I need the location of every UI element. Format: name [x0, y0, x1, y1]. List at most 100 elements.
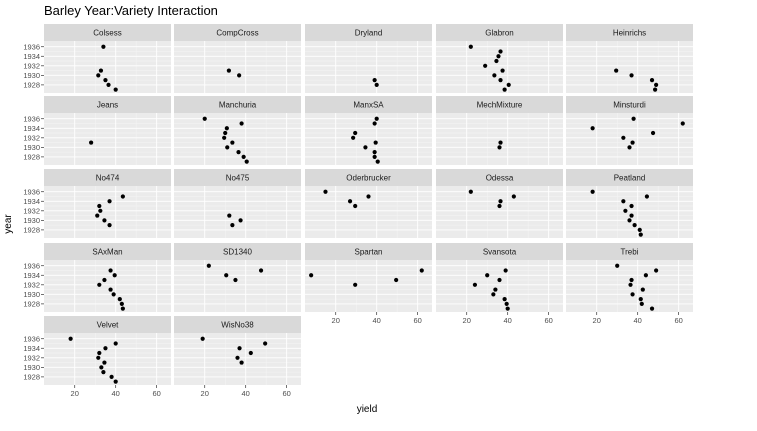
facet-panel: Spartan 20 40 60	[305, 243, 432, 325]
y-tick-label: 1928	[23, 299, 40, 308]
facet-strip	[305, 96, 432, 113]
y-tick-label: 1932	[23, 206, 40, 215]
data-point	[638, 297, 643, 302]
data-point	[650, 130, 656, 136]
x-tick-label: 60	[674, 316, 682, 325]
y-tick-label: 1934	[23, 124, 40, 133]
y-tick-label: 1932	[23, 353, 40, 362]
facet-strip-label: Oderbrucker	[346, 174, 391, 183]
data-point	[621, 199, 626, 204]
data-point	[224, 126, 229, 131]
y-tick-label: 1930	[23, 71, 40, 80]
data-point	[637, 227, 642, 232]
facet-panel: Peatland	[566, 169, 693, 238]
data-point	[224, 273, 229, 278]
panel-background	[305, 41, 432, 93]
facet-strip	[305, 243, 432, 260]
data-point	[237, 346, 242, 351]
data-point	[347, 199, 353, 204]
panel-background	[436, 113, 563, 165]
panel-background	[566, 41, 693, 93]
data-point	[103, 346, 108, 351]
data-point	[621, 135, 626, 140]
data-point	[120, 306, 125, 311]
facet-strip	[566, 169, 693, 186]
facet-strip-label: No474	[96, 174, 120, 183]
data-point	[468, 189, 473, 194]
y-tick-label: 1928	[23, 372, 40, 381]
data-point	[96, 73, 101, 78]
facet-panel: No475	[174, 169, 301, 238]
data-point	[629, 73, 634, 78]
data-point	[615, 263, 620, 268]
panel-background	[44, 113, 171, 165]
data-point	[101, 44, 106, 49]
facet-panel: Odessa	[436, 169, 563, 238]
data-point	[95, 213, 100, 218]
y-tick-label: 1934	[23, 271, 40, 280]
facet-strip	[436, 169, 563, 186]
facet-panel: Heinrichs	[566, 24, 693, 93]
panel-background	[566, 113, 693, 165]
data-point	[506, 82, 511, 87]
facet-panel: Trebi 20 40 60	[566, 243, 693, 325]
panel-background	[436, 186, 563, 238]
data-point	[629, 277, 634, 283]
data-point	[485, 273, 490, 278]
data-point	[113, 341, 118, 346]
facet-strip	[44, 24, 171, 41]
data-point	[497, 145, 502, 150]
x-tick-label: 40	[504, 316, 512, 325]
y-tick-label: 1936	[23, 261, 40, 270]
data-point	[235, 355, 240, 360]
data-point	[366, 194, 371, 199]
data-point	[627, 218, 632, 223]
facet-strip	[174, 96, 301, 113]
facet-strip	[566, 243, 693, 260]
x-tick-label: 20	[71, 389, 79, 398]
data-point	[649, 306, 655, 311]
data-point	[89, 140, 94, 145]
x-tick-label: 60	[152, 389, 160, 398]
facet-strip	[436, 243, 563, 260]
facet-strip-label: No475	[226, 174, 250, 183]
y-tick-label: 1930	[23, 216, 40, 225]
chart-title: Barley Year:Variety Interaction	[44, 3, 218, 18]
data-point	[419, 268, 424, 273]
data-point	[241, 154, 246, 159]
y-tick-label: 1936	[23, 42, 40, 51]
facet-strip	[566, 96, 693, 113]
data-point	[394, 277, 399, 283]
data-point	[239, 360, 244, 365]
y-tick-label: 1936	[23, 334, 40, 343]
facet-strip-label: Spartan	[354, 248, 382, 257]
panel-background	[174, 186, 301, 238]
data-point	[494, 58, 499, 64]
data-point	[353, 282, 358, 287]
data-point	[628, 282, 633, 287]
data-point	[492, 73, 497, 78]
data-point	[109, 374, 114, 379]
panel-background	[44, 333, 171, 385]
facet-strip-label: Odessa	[486, 174, 514, 183]
data-point	[225, 145, 230, 150]
data-point	[206, 263, 211, 268]
data-point	[614, 68, 619, 73]
facet-panel: ManxSA	[305, 96, 432, 165]
data-point	[590, 126, 595, 131]
facet-strip	[305, 169, 432, 186]
data-point	[498, 199, 503, 204]
data-point	[223, 130, 228, 136]
data-point	[505, 306, 510, 311]
data-point	[496, 54, 501, 59]
facet-strip-label: Manchuria	[219, 101, 257, 110]
y-axis-title: year	[3, 214, 14, 234]
x-tick-label: 60	[282, 389, 290, 398]
data-point	[372, 154, 377, 159]
facet-strip	[44, 96, 171, 113]
x-tick-label: 40	[373, 316, 381, 325]
facet-strip-label: WisNo38	[221, 321, 254, 330]
